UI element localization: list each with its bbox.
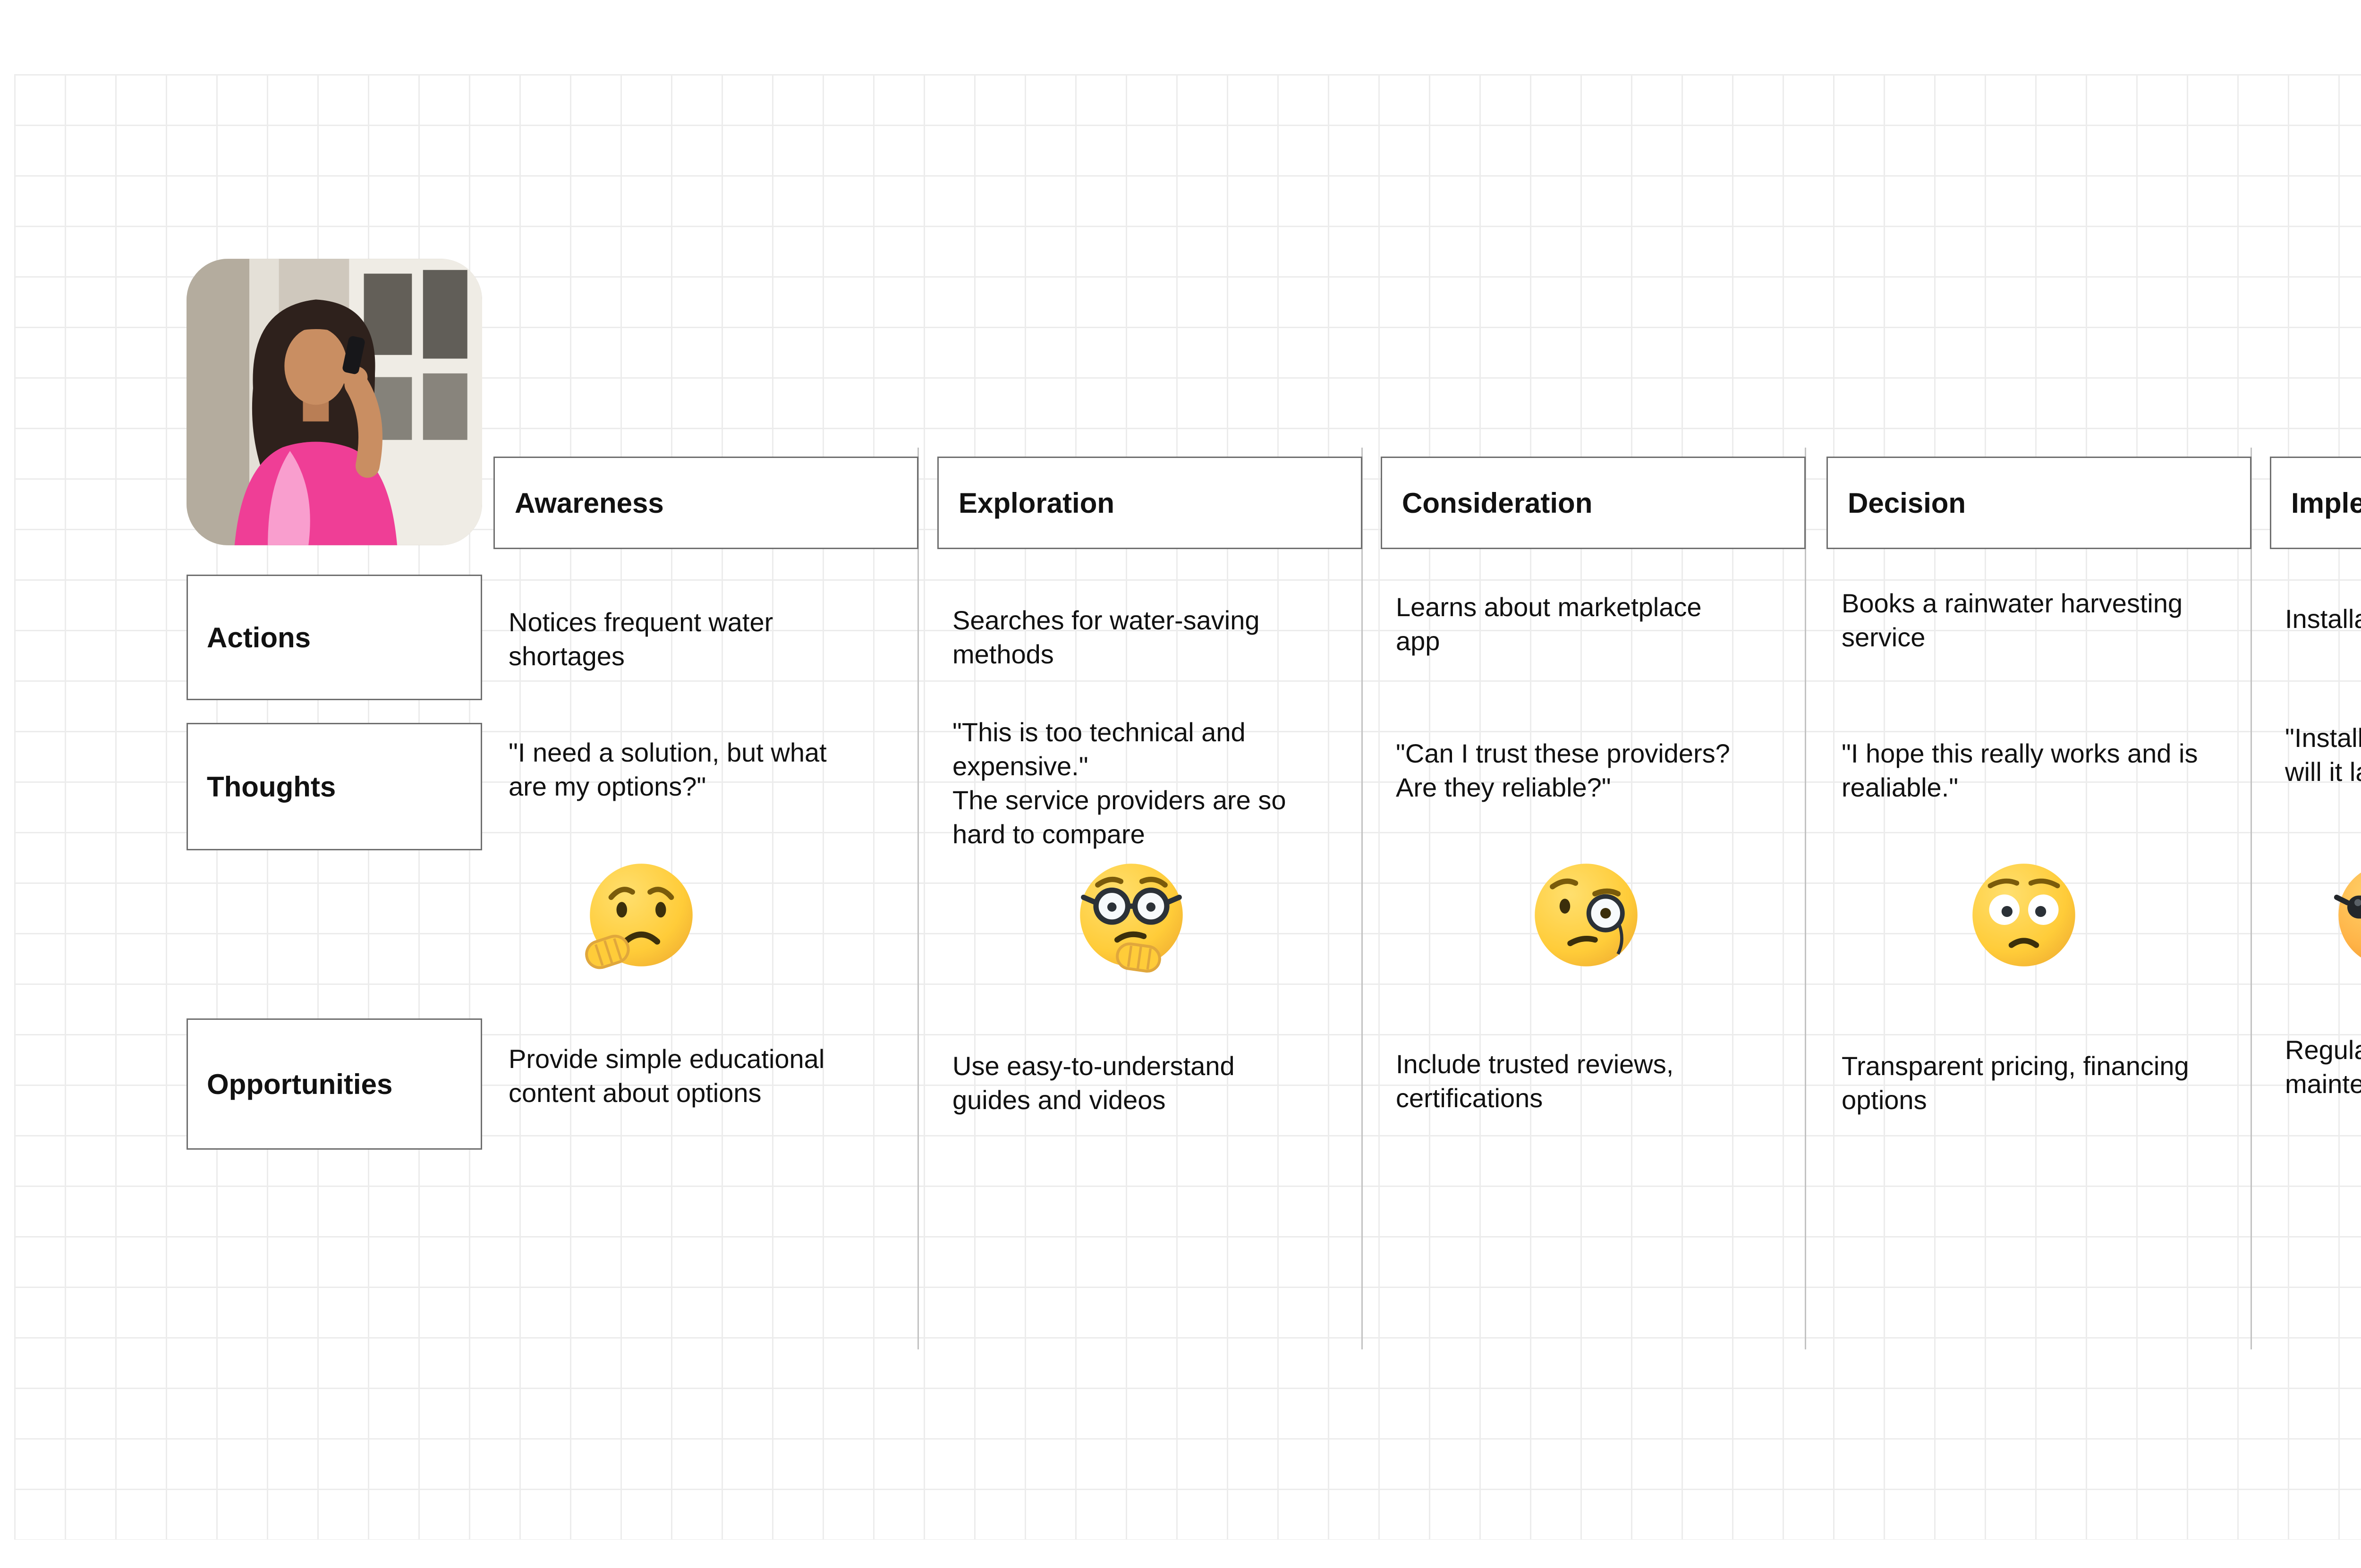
- column-divider: [917, 448, 919, 1349]
- thought-text[interactable]: "This is too technical and expensive." T…: [952, 717, 1286, 849]
- emotion-emoji-worried[interactable]: [578, 851, 705, 979]
- worried-face-icon: [585, 864, 693, 969]
- sunglasses-face-icon: [2334, 873, 2361, 958]
- row-label-thoughts-text: Thoughts: [207, 771, 336, 803]
- stage-title: Consideration: [1402, 487, 1593, 519]
- thought-text[interactable]: "Installation went smoothly, but will it…: [2285, 723, 2361, 787]
- stage-title: Exploration: [959, 487, 1115, 519]
- stage-title: Implementation: [2291, 487, 2361, 519]
- opportunity-text[interactable]: Transparent pricing, financing options: [1842, 1051, 2189, 1115]
- thinking-face-glasses-icon: [1080, 864, 1183, 973]
- stage-title: Awareness: [515, 487, 664, 519]
- action-text[interactable]: Installation happens: [2285, 604, 2361, 634]
- stage-header-awareness[interactable]: Awareness: [493, 457, 918, 549]
- opportunity-text[interactable]: Regular support, maintenance reminders: [2285, 1035, 2361, 1099]
- persona-photo[interactable]: [187, 259, 482, 545]
- opportunity-text[interactable]: Provide simple educational content about…: [509, 1044, 825, 1108]
- opportunity-text[interactable]: Use easy-to-understand guides and videos: [952, 1051, 1235, 1115]
- action-text[interactable]: Learns about marketplace app: [1396, 592, 1702, 656]
- thought-text[interactable]: "I need a solution, but what are my opti…: [509, 737, 827, 801]
- stage-header-exploration[interactable]: Exploration: [937, 457, 1362, 549]
- stage-title: Decision: [1848, 487, 1966, 519]
- column-divider: [1361, 448, 1363, 1349]
- emotion-emoji-confident[interactable]: [2326, 851, 2361, 979]
- row-label-actions-text: Actions: [207, 621, 311, 653]
- persona-photo-illustration: [187, 259, 482, 545]
- anxious-wide-eyes-icon: [1972, 864, 2075, 966]
- row-label-thoughts[interactable]: Thoughts: [187, 723, 482, 850]
- row-label-opportunities[interactable]: Opportunities: [187, 1018, 482, 1150]
- action-text[interactable]: Searches for water-saving methods: [952, 605, 1260, 669]
- stage-header-decision[interactable]: Decision: [1826, 457, 2251, 549]
- thought-text[interactable]: "I hope this really works and is realiab…: [1842, 738, 2198, 802]
- thought-text[interactable]: "Can I trust these providers? Are they r…: [1396, 738, 1730, 802]
- stage-header-implementation[interactable]: Implementation: [2270, 457, 2361, 549]
- action-text[interactable]: Books a rainwater harvesting service: [1842, 588, 2183, 652]
- action-text[interactable]: Notices frequent water shortages: [509, 607, 773, 671]
- emotion-emoji-thinking[interactable]: [1068, 851, 1195, 979]
- row-label-actions[interactable]: Actions: [187, 575, 482, 700]
- opportunity-text[interactable]: Include trusted reviews, certifications: [1396, 1049, 1674, 1113]
- row-label-opportunities-text: Opportunities: [207, 1068, 393, 1100]
- monocle-face-icon: [1535, 864, 1638, 966]
- emotion-emoji-skeptical[interactable]: [1522, 851, 1650, 979]
- column-divider: [1805, 448, 1806, 1349]
- emotion-emoji-anxious[interactable]: [1960, 851, 2088, 979]
- stage-header-consideration[interactable]: Consideration: [1381, 457, 1806, 549]
- column-divider: [2251, 448, 2252, 1349]
